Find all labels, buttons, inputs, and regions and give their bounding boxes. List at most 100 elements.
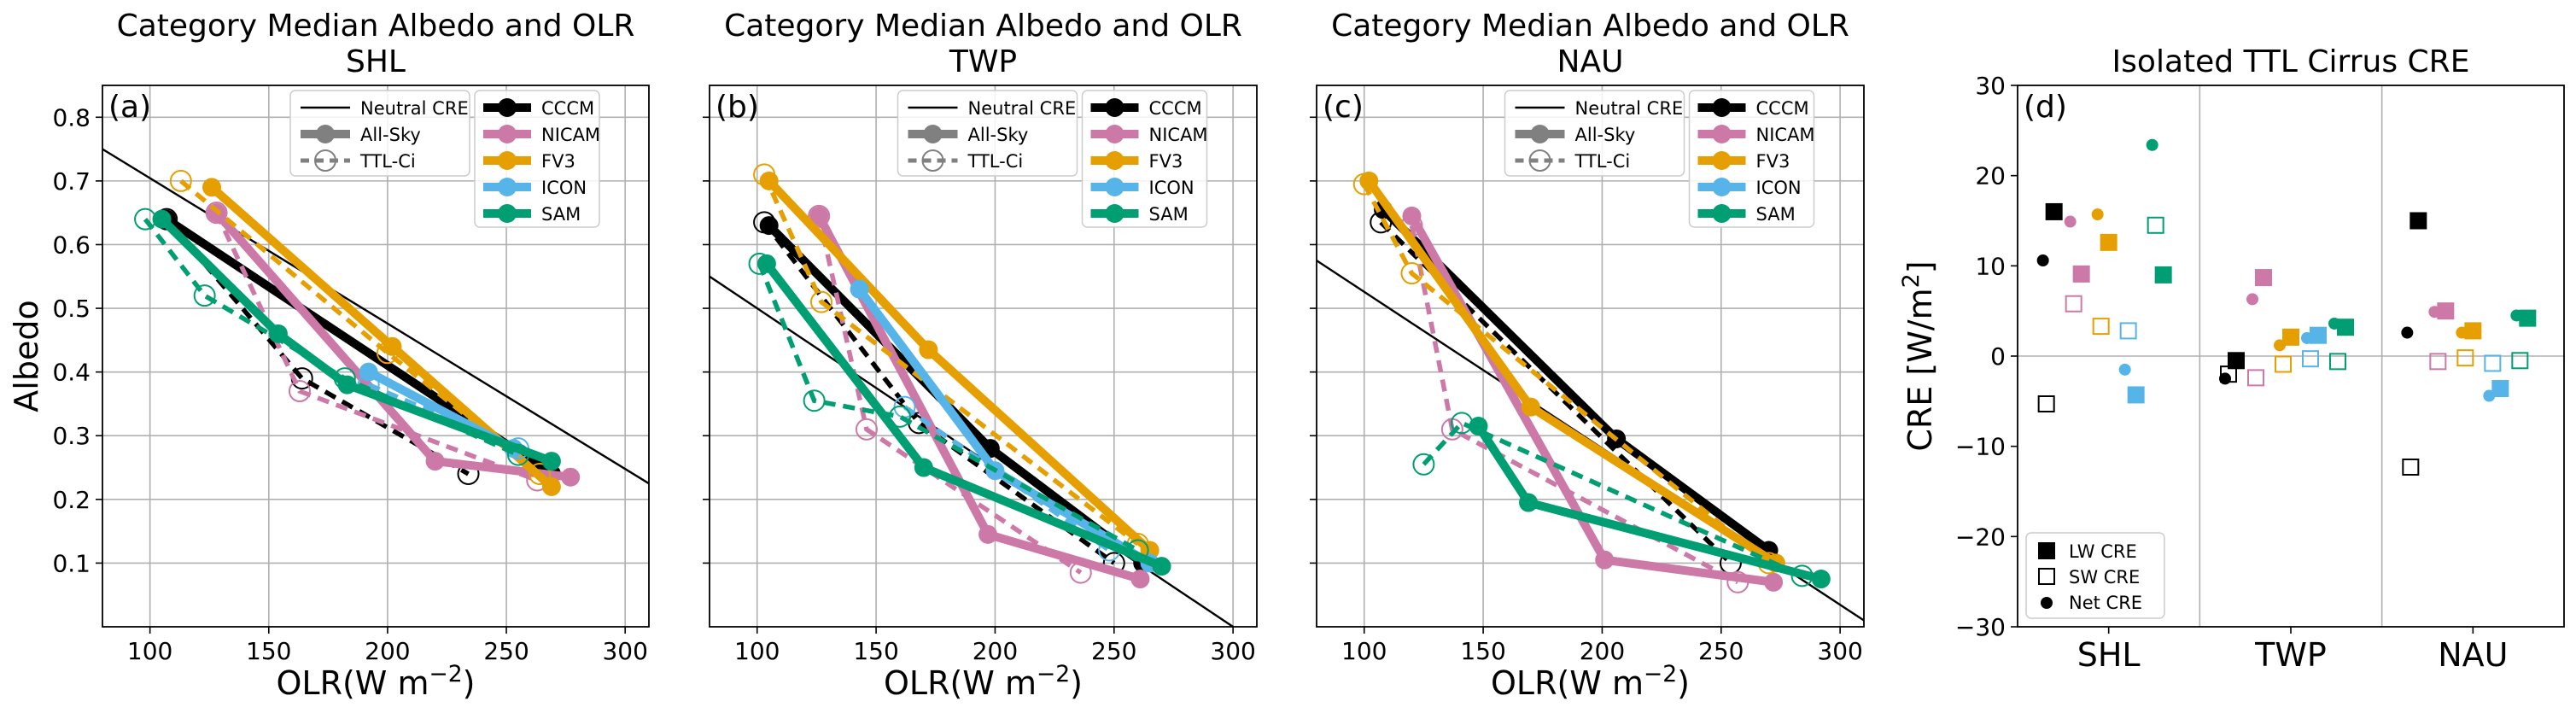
point-nicam-allsky: [1595, 550, 1615, 570]
x-tick-label: 100: [127, 637, 172, 665]
point-nicam-allsky: [978, 524, 998, 544]
panel-cre: −30 −20 −10 0 10 20 30 SHL TWP NAU (d) Isolated TTL…: [1898, 44, 2565, 674]
sw-marker-cccm: [2037, 395, 2055, 413]
sw-marker-fv3: [2456, 349, 2474, 367]
point-fv3-allsky: [383, 336, 402, 356]
legend-model-marker: [1712, 204, 1732, 223]
chart-subtitle: NAU: [1557, 44, 1624, 79]
y-tick-label: 20: [1975, 162, 2006, 190]
lw-marker-nicam: [2437, 302, 2455, 320]
legend-net-marker: [2041, 597, 2053, 609]
axes-frame: [1316, 85, 1865, 628]
point-nicam-allsky: [1130, 570, 1150, 589]
plot-area: [1317, 171, 1864, 622]
net-marker-sam: [2510, 309, 2523, 322]
sw-marker-cccm: [2402, 458, 2420, 476]
lw-marker-sam: [2154, 266, 2172, 284]
point-fv3-ttlci: [169, 169, 192, 192]
sw-marker-sam: [2147, 216, 2164, 234]
point-icon-allsky: [850, 279, 869, 299]
sw-marker-nicam: [2247, 369, 2264, 387]
legend-style-label: All-Sky: [1575, 125, 1636, 145]
legend-model-label: CCCM: [1756, 98, 1809, 119]
panel-label: (b): [716, 90, 759, 125]
lw-marker-icon: [2127, 386, 2145, 404]
lw-marker-icon: [2310, 326, 2327, 344]
lw-marker-cccm: [2045, 202, 2063, 220]
panel-nau: 100 150 200 250 300 (c) Category Median Albedo…: [1310, 9, 1865, 702]
lw-marker-fv3: [2282, 328, 2299, 346]
point-fv3-allsky: [1359, 171, 1379, 190]
legend-model-label: SAM: [1756, 204, 1796, 225]
sw-marker-icon: [2302, 350, 2319, 368]
y-axis-label: Albedo: [8, 300, 45, 412]
lw-marker-icon: [2491, 380, 2509, 398]
sw-marker-fv3: [2092, 318, 2110, 336]
legend-model-label: ICON: [541, 178, 587, 198]
net-marker-fv3: [2456, 326, 2468, 339]
y-tick-label: 0.1: [52, 549, 91, 577]
point-fv3-allsky: [541, 476, 561, 496]
plot-area: [102, 148, 649, 496]
x-tick-label: 250: [1091, 637, 1136, 665]
x-tick-label: 250: [483, 637, 529, 665]
point-sam-allsky: [268, 324, 288, 343]
y-tick-label: −20: [1955, 523, 2006, 551]
point-fv3-allsky: [919, 340, 938, 360]
x-tick-label: 200: [973, 637, 1018, 665]
legend-model-marker: [1712, 125, 1732, 143]
point-fv3-ttlci: [529, 462, 551, 485]
panel-label: (a): [108, 90, 151, 125]
legend-model-label: ICON: [1756, 178, 1802, 198]
sw-marker-icon: [2119, 322, 2137, 340]
sw-marker-nicam: [2429, 353, 2447, 371]
point-sam-allsky: [1152, 557, 1171, 576]
y-tick-label: 0.2: [52, 486, 91, 514]
legend-style-label: Neutral CRE: [968, 98, 1077, 119]
y-axis-label: CRE [W/m2]: [1898, 260, 1939, 451]
point-nicam-ttlci: [205, 202, 228, 225]
x-tick-label: 300: [1210, 637, 1255, 665]
y-tick-label: 0.7: [52, 167, 91, 196]
legend-model-marker: [498, 178, 517, 196]
legend-model-label: FV3: [1149, 151, 1183, 172]
net-marker-sam: [2146, 138, 2158, 151]
neutral-cre-line: [102, 148, 649, 485]
point-fv3-allsky: [759, 171, 779, 190]
legend-lw-marker: [2038, 542, 2055, 559]
legend-model-marker: [1105, 178, 1124, 196]
legend-model-label: FV3: [1756, 151, 1790, 172]
x-tick-label: 250: [1698, 637, 1744, 665]
point-sam-allsky: [1811, 570, 1831, 589]
legend-style-box: [1504, 90, 1685, 177]
net-marker-cccm: [2036, 254, 2049, 266]
legend-model-marker: [1105, 204, 1124, 223]
legend-style-box: [289, 90, 470, 177]
sw-marker-fv3: [2275, 355, 2292, 373]
legend-style-label: Neutral CRE: [1575, 98, 1684, 119]
y-tick-label: 0: [1990, 342, 2006, 371]
point-sam-ttlci: [1412, 453, 1435, 476]
series-sam-ttlci-line: [1422, 419, 1803, 578]
point-fv3-allsky: [202, 178, 221, 197]
legend-style-label: TTL-Ci: [1574, 151, 1631, 172]
panel-label: (c): [1323, 90, 1364, 125]
point-sam-ttlci: [803, 389, 826, 412]
y-tick-label: 0.8: [52, 103, 91, 132]
point-fv3-ttlci: [809, 290, 832, 313]
point-fv3-allsky: [1521, 397, 1540, 417]
sw-marker-sam: [2329, 353, 2346, 371]
legend-cre-label: LW CRE: [2069, 541, 2137, 562]
legend-ttlci-marker: [921, 149, 944, 172]
point-sam-allsky: [152, 209, 172, 229]
point-nicam-allsky: [425, 452, 445, 471]
plot-area: [710, 163, 1234, 627]
x-tick-label: NAU: [2438, 636, 2508, 674]
legend-model-label: NICAM: [541, 125, 600, 145]
lw-marker-cccm: [2410, 212, 2427, 230]
point-icon-allsky: [359, 362, 378, 382]
legend-allsky-marker: [923, 125, 943, 143]
net-marker-fv3: [2274, 339, 2286, 352]
x-tick-label: 100: [1341, 637, 1387, 665]
axes-frame: [102, 85, 650, 628]
